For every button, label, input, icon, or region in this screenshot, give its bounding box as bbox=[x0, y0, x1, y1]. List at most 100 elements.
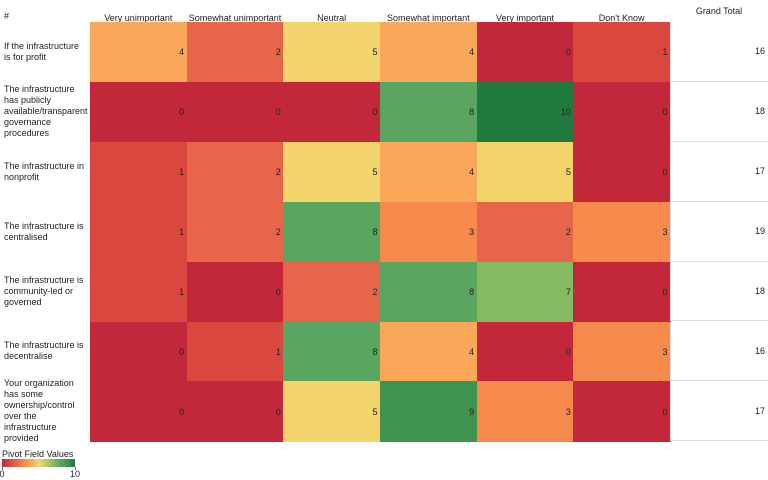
cell-value: 2 bbox=[275, 226, 281, 237]
heat-cell: 8 bbox=[380, 81, 478, 143]
heat-cell: 0 bbox=[186, 261, 284, 322]
legend-tick bbox=[2, 467, 3, 470]
row-label: The infrastructure is centralised bbox=[4, 220, 84, 242]
legend-tick bbox=[75, 467, 76, 470]
row-total: 19 bbox=[670, 201, 768, 262]
heat-cell: 2 bbox=[186, 22, 284, 83]
cell-value: 3 bbox=[565, 406, 571, 417]
cell-value: 3 bbox=[662, 226, 668, 237]
cell-value: 3 bbox=[469, 226, 475, 237]
cell-value: 0 bbox=[372, 107, 378, 118]
cell-value: 0 bbox=[662, 166, 668, 177]
heat-cell: 8 bbox=[380, 261, 478, 322]
legend-title: Pivot Field Values bbox=[2, 449, 74, 459]
cell-value: 0 bbox=[662, 286, 668, 297]
heat-cell: 5 bbox=[283, 381, 381, 442]
cell-value: 1 bbox=[275, 346, 281, 357]
cell-value: 0 bbox=[275, 107, 281, 118]
cell-value: 4 bbox=[469, 346, 475, 357]
cell-value: 0 bbox=[275, 406, 281, 417]
cell-value: 2 bbox=[275, 166, 281, 177]
heat-cell: 3 bbox=[573, 321, 671, 382]
column-header: Somewhat important bbox=[387, 13, 470, 23]
heat-cell: 7 bbox=[476, 261, 574, 322]
heat-cell: 5 bbox=[283, 22, 381, 83]
cell-value: 2 bbox=[275, 47, 281, 58]
totals-header: Grand Total bbox=[695, 6, 743, 16]
cell-value: 0 bbox=[565, 346, 571, 357]
column-header: Don't Know bbox=[598, 13, 645, 23]
heat-cell: 0 bbox=[573, 261, 671, 322]
row-label: The infrastructure in nonprofit bbox=[4, 160, 85, 182]
heat-cell: 3 bbox=[573, 201, 671, 263]
cell-value: 10 bbox=[560, 107, 571, 118]
cell-value: 0 bbox=[179, 107, 185, 118]
cell-value: 0 bbox=[179, 346, 185, 357]
column-header: Very important bbox=[495, 13, 555, 23]
heat-cell: 1 bbox=[90, 261, 188, 322]
heat-cell: 1 bbox=[573, 22, 671, 83]
heat-cell: 0 bbox=[573, 81, 671, 143]
heat-cell: 10 bbox=[476, 81, 574, 143]
heat-cell: 4 bbox=[380, 141, 478, 203]
heat-cell: 0 bbox=[186, 381, 284, 442]
heat-cell: 0 bbox=[283, 81, 381, 143]
cell-value: 5 bbox=[372, 406, 378, 417]
cell-value: 1 bbox=[179, 286, 185, 297]
column-header: Very unimportant bbox=[104, 13, 173, 23]
heat-cell: 4 bbox=[380, 321, 478, 382]
legend-tick-label: 0 bbox=[0, 469, 5, 479]
heat-cell: 0 bbox=[186, 81, 284, 143]
heat-cell: 5 bbox=[283, 141, 381, 203]
heat-cell: 2 bbox=[186, 201, 284, 263]
heat-cell: 2 bbox=[476, 201, 574, 263]
cell-value: 0 bbox=[662, 406, 668, 417]
heat-cell: 3 bbox=[380, 201, 478, 263]
cell-value: 4 bbox=[469, 47, 475, 58]
cell-value: 0 bbox=[662, 107, 668, 118]
heat-cell: 2 bbox=[186, 141, 284, 203]
heat-cell: 0 bbox=[476, 321, 574, 382]
column-header: Somewhat unimportant bbox=[188, 13, 282, 23]
row-label: Your organization has some ownership/con… bbox=[4, 378, 75, 444]
heat-cell: 4 bbox=[90, 22, 188, 83]
heat-cell: 8 bbox=[283, 201, 381, 263]
heat-cell: 1 bbox=[90, 201, 188, 263]
row-total: 17 bbox=[670, 141, 768, 202]
heat-cell: 5 bbox=[476, 141, 574, 203]
heat-cell: 2 bbox=[283, 261, 381, 322]
heat-cell: 1 bbox=[90, 141, 188, 203]
heat-cell: 4 bbox=[380, 22, 478, 83]
cell-value: 4 bbox=[469, 166, 475, 177]
heat-cell: 1 bbox=[186, 321, 284, 382]
heat-cell: 3 bbox=[476, 381, 574, 442]
cell-value: 9 bbox=[469, 406, 475, 417]
cell-value: 8 bbox=[372, 226, 378, 237]
heat-cell: 8 bbox=[283, 321, 381, 382]
row-total: 18 bbox=[670, 261, 768, 322]
cell-value: 5 bbox=[372, 166, 378, 177]
row-total: 18 bbox=[670, 81, 768, 142]
row-label: The infrastructure has publicly availabl… bbox=[4, 84, 88, 139]
cell-value: 2 bbox=[372, 286, 378, 297]
corner-label: # bbox=[4, 11, 10, 21]
cell-value: 8 bbox=[469, 107, 475, 118]
cell-value: 0 bbox=[565, 47, 571, 58]
heat-cell: 0 bbox=[90, 381, 188, 442]
row-label: The infrastructure is decentralise bbox=[4, 340, 84, 362]
heat-cell: 9 bbox=[380, 381, 478, 442]
cell-value: 0 bbox=[179, 406, 185, 417]
heat-cell: 0 bbox=[573, 381, 671, 442]
cell-value: 8 bbox=[372, 346, 378, 357]
cell-value: 2 bbox=[565, 226, 571, 237]
legend-tick-label: 10 bbox=[69, 469, 81, 479]
cell-value: 1 bbox=[179, 166, 185, 177]
row-label: If the infrastructure is for profit bbox=[4, 40, 80, 62]
row-label: The infrastructure is community-led or g… bbox=[4, 275, 84, 308]
cell-value: 1 bbox=[662, 47, 668, 58]
cell-value: 4 bbox=[179, 47, 185, 58]
row-total: 17 bbox=[670, 381, 768, 442]
cell-value: 1 bbox=[179, 226, 185, 237]
heat-cell: 0 bbox=[476, 22, 574, 83]
